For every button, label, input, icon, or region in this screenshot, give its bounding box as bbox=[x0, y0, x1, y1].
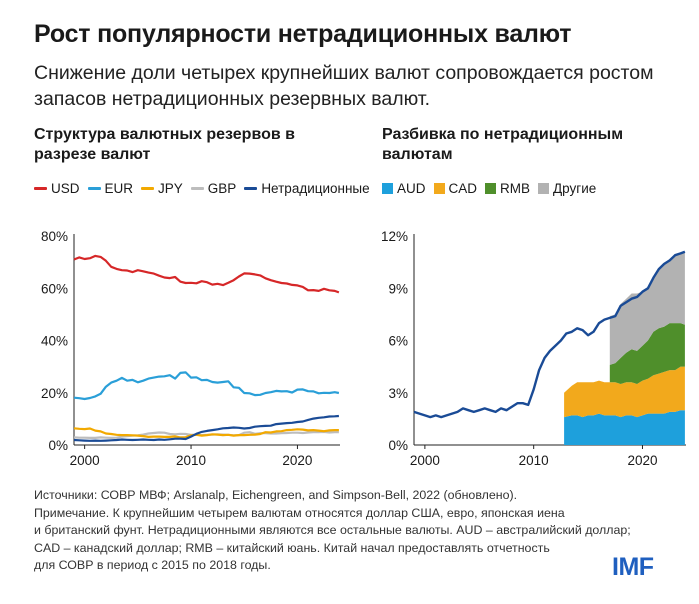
left-legend: USD EUR JPY GBP Нетрадиционные bbox=[34, 181, 378, 196]
legend-label: AUD bbox=[397, 181, 426, 196]
legend-swatch bbox=[538, 183, 550, 194]
legend-item-gbp: GBP bbox=[190, 181, 237, 196]
legend-item-aud: AUD bbox=[382, 181, 426, 196]
series-line-jpy bbox=[73, 427, 339, 439]
legend-swatch bbox=[485, 183, 497, 194]
area-band-другие bbox=[609, 251, 685, 365]
legend-item-usd: USD bbox=[34, 181, 80, 196]
legend-label: RMB bbox=[500, 181, 531, 196]
note-line: и британский фунт. Нетрадиционными являю… bbox=[34, 523, 631, 538]
legend-label: USD bbox=[51, 181, 80, 196]
legend-label: Нетрадиционные bbox=[261, 181, 370, 196]
legend-item-jpy: JPY bbox=[141, 181, 183, 196]
y-tick-label: 0% bbox=[48, 438, 68, 453]
legend-label: JPY bbox=[158, 181, 183, 196]
legend-swatch bbox=[87, 187, 101, 190]
legend-swatch bbox=[244, 187, 258, 190]
x-tick-label: 2020 bbox=[627, 453, 657, 468]
imf-logo: IMF bbox=[612, 553, 654, 581]
legend-item-nontraditional: Нетрадиционные bbox=[244, 181, 370, 196]
area-band-aud bbox=[564, 410, 685, 445]
x-tick-label: 2000 bbox=[70, 453, 100, 468]
legend-label: GBP bbox=[207, 181, 237, 196]
note-line: CAD – канадский доллар; RMB – китайский … bbox=[34, 540, 550, 555]
legend-swatch bbox=[34, 187, 47, 190]
legend-label: CAD bbox=[448, 181, 478, 196]
y-tick-label: 60% bbox=[41, 281, 68, 296]
y-tick-label: 6% bbox=[388, 334, 408, 349]
series-line-usd bbox=[73, 254, 340, 294]
legend-label: EUR bbox=[104, 181, 134, 196]
chart-subtitle: Снижение доли четырех крупнейших валют с… bbox=[34, 62, 654, 110]
y-tick-label: 80% bbox=[41, 229, 68, 244]
note-line: Источники: СОВР МВФ; Arslanalp, Eichengr… bbox=[34, 488, 518, 502]
area-band-cad bbox=[564, 366, 685, 418]
legend-swatch bbox=[141, 187, 155, 190]
legend-item-other: Другие bbox=[538, 181, 596, 196]
y-tick-label: 40% bbox=[41, 334, 68, 349]
legend-item-cad: CAD bbox=[433, 181, 478, 196]
chart-title: Рост популярности нетрадиционных валют bbox=[34, 20, 572, 48]
area-band-rmb bbox=[609, 323, 685, 384]
legend-item-eur: EUR bbox=[87, 181, 134, 196]
note-line: для СОВР в период с 2015 по 2018 годы. bbox=[34, 558, 271, 573]
legend-swatch bbox=[433, 183, 445, 194]
x-tick-label: 2020 bbox=[282, 453, 312, 468]
y-tick-label: 0% bbox=[388, 438, 408, 453]
y-tick-label: 20% bbox=[41, 386, 68, 401]
right-legend: AUD CAD RMB Другие bbox=[382, 181, 604, 196]
x-tick-label: 2000 bbox=[410, 453, 440, 468]
y-tick-label: 12% bbox=[381, 229, 408, 244]
series-line-nontraditional bbox=[413, 250, 686, 419]
left-panel-title: Структура валютных резервов в разрезе ва… bbox=[34, 126, 295, 163]
legend-swatch bbox=[190, 187, 204, 190]
source-notes: Источники: СОВР МВФ; Arslanalp, Eichengr… bbox=[34, 487, 694, 575]
y-tick-label: 3% bbox=[388, 386, 408, 401]
x-tick-label: 2010 bbox=[176, 453, 206, 468]
y-tick-label: 9% bbox=[388, 281, 408, 296]
x-tick-label: 2010 bbox=[519, 453, 549, 468]
legend-item-rmb: RMB bbox=[485, 181, 530, 196]
legend-label: Другие bbox=[553, 181, 597, 196]
note-line: Примечание. К крупнейшим четырем валютам… bbox=[34, 505, 565, 520]
right-panel-title: Разбивка по нетрадиционным валютам bbox=[382, 126, 624, 163]
legend-swatch bbox=[382, 183, 393, 194]
series-line-нетрадиционные bbox=[73, 414, 339, 442]
series-line-eur bbox=[73, 371, 340, 401]
